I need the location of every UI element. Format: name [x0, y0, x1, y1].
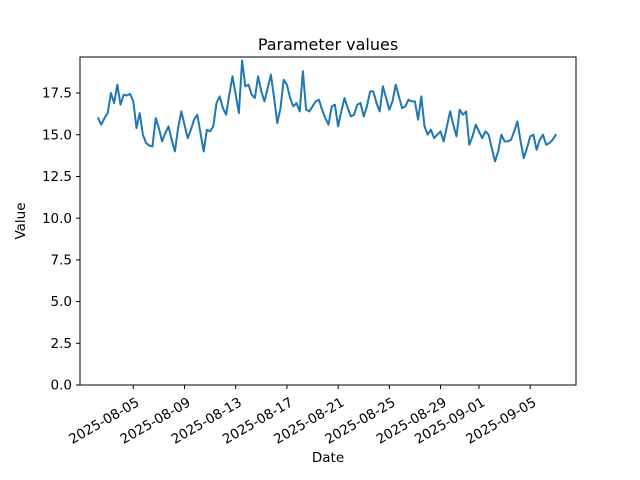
y-tick-label: 10.0 [42, 211, 72, 227]
y-tick-label: 17.5 [42, 86, 72, 102]
chart-title: Parameter values [258, 35, 398, 54]
x-axis-label: Date [312, 450, 344, 466]
y-tick-label: 5.0 [51, 294, 72, 310]
y-tick-label: 0.0 [51, 378, 72, 394]
data-series-line [97, 59, 557, 163]
y-tick-label: 2.5 [51, 336, 72, 352]
y-tick-label: 12.5 [42, 169, 72, 185]
axes-frame [79, 56, 577, 386]
y-tick-label: 7.5 [51, 252, 72, 268]
y-axis-ticks: 0.0 2.5 5.0 7.5 10.0 12.5 15.0 17.5 [42, 86, 80, 394]
y-axis-label: Value [13, 202, 29, 239]
y-tick-label: 15.0 [42, 127, 72, 143]
